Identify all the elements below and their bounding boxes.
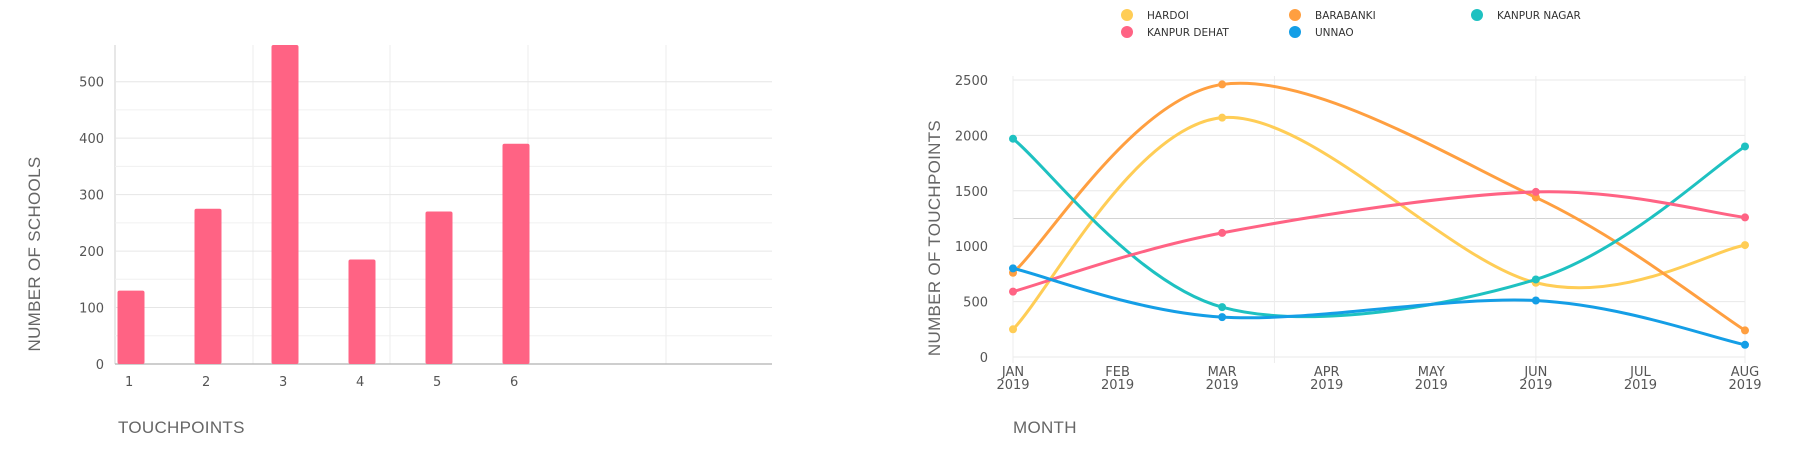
legend-item-kanpur-nagar[interactable]: KANPUR NAGAR: [1471, 9, 1581, 22]
line-series-point: [1531, 193, 1540, 202]
line-chart-y-axis-label: NUMBER OF TOUCHPOINTS: [925, 120, 944, 356]
line-chart-x-tick-year: 2019: [1206, 378, 1239, 393]
line-chart-y-ticks: 0 500 1000 1500 2000 2500: [955, 74, 988, 366]
bar-chart-bar-1: [117, 290, 145, 364]
line-series-path: [1011, 81, 1746, 332]
bar-chart-x-tick-label: 6: [510, 375, 518, 390]
bar-chart-x-tick-label: 5: [433, 375, 441, 390]
line-series-point: [1741, 340, 1749, 349]
line-chart-x-tick-month: MAR: [1208, 365, 1237, 380]
legend-swatch: [1471, 9, 1483, 21]
line-chart-x-tick-month: JUN: [1523, 365, 1547, 380]
line-series-path: [1012, 266, 1746, 347]
line-chart-x-tick-month: JAN: [1001, 365, 1024, 380]
bar-chart-bar-6: [502, 143, 530, 364]
line-chart-x-tick-year: 2019: [1728, 378, 1761, 393]
line-chart-y-tick-label: 2000: [955, 129, 988, 144]
line-series-point: [1531, 296, 1540, 305]
line-chart-x-tick-year: 2019: [1101, 378, 1134, 393]
line-chart-legend: HARDOI BARABANKI KANPUR NAGAR KANPUR DEHAT U…: [1121, 9, 1581, 39]
bar-chart-x-tick-label: 1: [125, 375, 133, 390]
bar-chart-y-tick-label: 500: [79, 76, 104, 91]
line-chart-y-tick-label: 1000: [955, 240, 988, 255]
bar-chart-x-tick-label: 3: [279, 375, 287, 390]
line-chart-x-tick-month: MAY: [1418, 365, 1445, 380]
bar-chart-y-ticks: 0 100 200 300 400 500: [79, 76, 104, 373]
line-chart-x-tick-year: 2019: [1624, 378, 1657, 393]
line-series-point: [1741, 241, 1749, 250]
line-chart-x-tick-month: AUG: [1731, 365, 1759, 380]
legend-swatch: [1289, 26, 1301, 38]
line-series-path: [1012, 137, 1746, 319]
line-series-point: [1218, 303, 1227, 312]
bar-chart-y-axis-label: NUMBER OF SCHOOLS: [25, 157, 44, 352]
legend-swatch: [1289, 9, 1301, 21]
line-series-point: [1218, 80, 1227, 89]
bar-chart-bar-4: [348, 259, 376, 364]
bar-chart-y-tick-label: 100: [79, 302, 104, 317]
line-chart-y-tick-label: 1500: [955, 185, 988, 200]
bar-chart-x-ticks: 1 2 3 4 5 6: [125, 375, 518, 390]
bar-chart-x-tick-label: 4: [356, 375, 364, 390]
legend-label: BARABANKI: [1315, 10, 1376, 22]
line-chart-y-tick-label: 0: [980, 351, 988, 366]
bar-chart-x-tick-label: 2: [202, 375, 210, 390]
line-series-path: [1011, 116, 1746, 331]
bar-chart-y-tick-label: 200: [79, 245, 104, 260]
line-series-point: [1218, 313, 1227, 322]
line-series-point: [1741, 142, 1749, 151]
line-series-unnao: [1009, 264, 1749, 349]
line-series-point: [1009, 287, 1017, 296]
line-series-point: [1741, 213, 1749, 222]
line-series-point: [1531, 187, 1540, 196]
line-series-kanpur-nagar: [1009, 134, 1749, 319]
legend-swatch: [1121, 9, 1133, 21]
legend-label: HARDOI: [1147, 10, 1189, 22]
line-series-point: [1009, 134, 1017, 143]
legend-item-unnao[interactable]: UNNAO: [1289, 26, 1354, 39]
line-chart: HARDOI BARABANKI KANPUR NAGAR KANPUR DEHAT U…: [925, 9, 1762, 437]
line-chart-x-tick-year: 2019: [996, 378, 1029, 393]
bar-chart-y-tick-label: 300: [79, 189, 104, 204]
line-series-point: [1218, 113, 1227, 122]
line-chart-x-tick-month: APR: [1314, 365, 1340, 380]
line-series-point: [1531, 275, 1540, 284]
line-series-kanpur-dehat: [1009, 187, 1749, 296]
line-chart-series: [1009, 80, 1749, 349]
legend-label: UNNAO: [1315, 27, 1354, 39]
line-series-point: [1009, 264, 1017, 273]
legend-item-barabanki[interactable]: BARABANKI: [1289, 9, 1376, 22]
line-series-point: [1009, 325, 1017, 334]
bar-chart-x-axis-label: TOUCHPOINTS: [118, 418, 245, 437]
legend-swatch: [1121, 26, 1133, 38]
bar-chart: 0 100 200 300 400 500 1 2 3 4 5 6 NUMBER OF SCHOOL…: [25, 45, 772, 437]
legend-label: KANPUR DEHAT: [1147, 27, 1229, 39]
line-chart-x-tick-year: 2019: [1310, 378, 1343, 393]
line-chart-y-tick-label: 2500: [955, 74, 988, 89]
legend-item-hardoi[interactable]: HARDOI: [1121, 9, 1189, 22]
legend-item-kanpur-dehat[interactable]: KANPUR DEHAT: [1121, 26, 1229, 39]
line-chart-y-tick-label: 500: [963, 296, 988, 311]
line-chart-x-tick-year: 2019: [1519, 378, 1552, 393]
bar-chart-bar-2: [194, 208, 222, 364]
bar-chart-bar-3: [271, 45, 299, 364]
legend-label: KANPUR NAGAR: [1497, 10, 1581, 22]
line-chart-x-ticks: JAN2019FEB2019MAR2019APR2019MAY2019JUN20…: [996, 365, 1761, 393]
bar-chart-bars: [117, 45, 530, 364]
line-chart-x-tick-month: FEB: [1105, 365, 1130, 380]
line-chart-x-tick-year: 2019: [1415, 378, 1448, 393]
line-series-point: [1741, 326, 1749, 335]
bar-chart-bar-5: [425, 211, 453, 364]
line-chart-x-tick-month: JUL: [1629, 365, 1651, 380]
bar-chart-y-tick-label: 400: [79, 132, 104, 147]
line-chart-x-axis-label: MONTH: [1013, 418, 1077, 437]
line-series-point: [1218, 228, 1227, 237]
line-chart-grid: [1012, 76, 1746, 363]
bar-chart-y-tick-label: 0: [96, 358, 104, 373]
line-series-path: [1012, 190, 1746, 294]
